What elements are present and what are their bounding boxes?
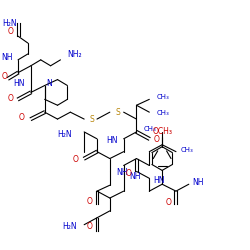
Text: O: O xyxy=(86,222,92,231)
Text: CH₃: CH₃ xyxy=(156,110,169,116)
Text: H₂N: H₂N xyxy=(63,222,77,231)
Text: S: S xyxy=(90,114,94,124)
Text: H₂N: H₂N xyxy=(2,19,17,28)
Text: H₂N: H₂N xyxy=(58,130,72,139)
Text: NH: NH xyxy=(193,178,204,187)
Text: NH: NH xyxy=(130,172,141,181)
Text: O: O xyxy=(7,94,13,103)
Text: HN: HN xyxy=(153,176,165,185)
Text: O: O xyxy=(165,198,171,207)
Text: O: O xyxy=(1,72,7,81)
Text: CH₃: CH₃ xyxy=(156,94,169,100)
Text: O: O xyxy=(19,112,25,122)
Text: N: N xyxy=(47,79,52,88)
Text: S: S xyxy=(115,108,120,117)
Text: CH₃: CH₃ xyxy=(181,147,194,153)
Text: O: O xyxy=(7,27,13,36)
Text: HN: HN xyxy=(106,136,118,145)
Text: NH₂: NH₂ xyxy=(68,50,82,59)
Text: OCH₃: OCH₃ xyxy=(152,128,172,136)
Text: CH₃: CH₃ xyxy=(144,126,156,132)
Text: O: O xyxy=(86,198,92,206)
Text: O: O xyxy=(153,135,159,144)
Text: O: O xyxy=(126,169,132,178)
Text: NH: NH xyxy=(117,168,128,177)
Text: O: O xyxy=(72,155,78,164)
Text: HN: HN xyxy=(14,79,25,88)
Text: NH: NH xyxy=(2,54,13,62)
